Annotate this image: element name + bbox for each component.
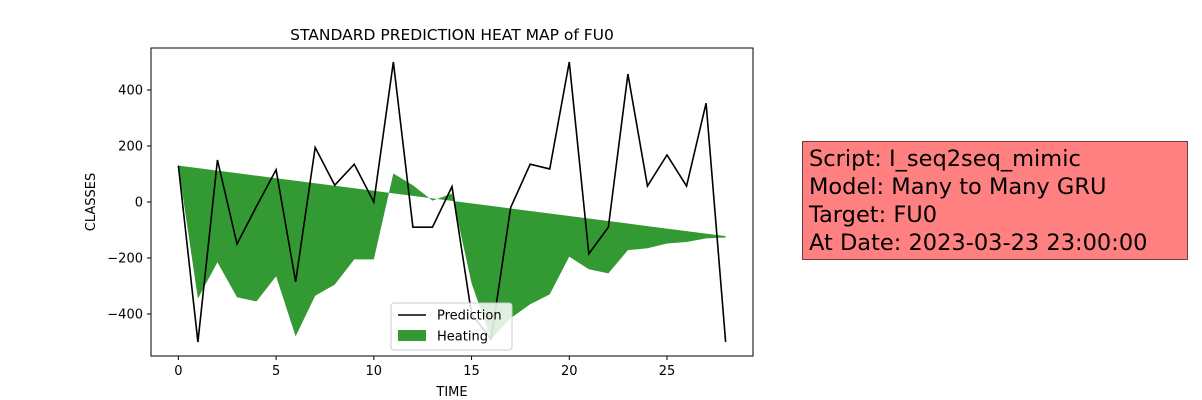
y-tick-label: −200: [107, 252, 143, 267]
series-prediction-line: [177, 61, 727, 343]
plot-area: [177, 61, 727, 343]
legend-heating-label: Heating: [437, 330, 488, 345]
x-tick-label: 15: [463, 364, 480, 379]
x-tick-label: 5: [272, 364, 280, 379]
legend-heating-swatch: [398, 330, 426, 341]
info-target: Target: FU0: [809, 202, 938, 228]
y-tick-label: 0: [135, 196, 143, 211]
chart-title: STANDARD PREDICTION HEAT MAP of FU0: [290, 26, 614, 44]
info-box: Script: I_seq2seq_mimic Model: Many to M…: [802, 141, 1188, 260]
y-tick-label: 200: [118, 140, 143, 155]
chart: STANDARD PREDICTION HEAT MAP of FU0 0 5 10…: [84, 26, 754, 400]
x-axis-label: TIME: [435, 385, 467, 400]
legend: Prediction Heating: [390, 302, 513, 351]
x-tick-label: 0: [174, 364, 182, 379]
info-model: Model: Many to Many GRU: [809, 174, 1107, 200]
x-tick-label: 10: [366, 364, 383, 379]
info-date: At Date: 2023-03-23 23:00:00: [809, 230, 1148, 256]
legend-prediction-label: Prediction: [437, 309, 502, 324]
x-tick-label: 25: [659, 364, 676, 379]
y-tick-label: 400: [118, 84, 143, 99]
series-heating-area: [178, 165, 726, 340]
y-axis-label: CLASSES: [84, 173, 99, 231]
x-tick-label: 20: [561, 364, 578, 379]
axis-ticks: 0 5 10 15 20 25 −400 −200 0 200 400: [107, 84, 675, 380]
y-tick-label: −400: [107, 308, 143, 323]
info-script: Script: I_seq2seq_mimic: [809, 146, 1081, 172]
